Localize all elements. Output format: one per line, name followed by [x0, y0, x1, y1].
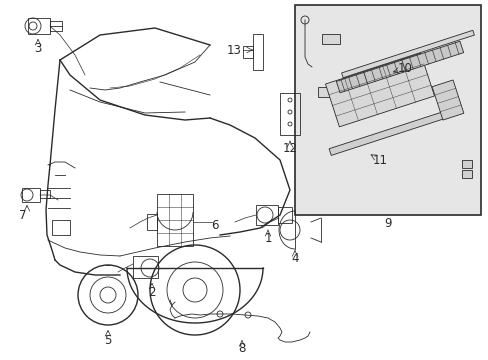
- Bar: [278, 207, 291, 223]
- Text: 7: 7: [19, 208, 27, 221]
- Text: 1: 1: [264, 231, 271, 244]
- Bar: [52, 220, 70, 235]
- Bar: [133, 256, 158, 278]
- Polygon shape: [325, 53, 434, 127]
- Text: 8: 8: [238, 342, 245, 355]
- Text: 4: 4: [291, 252, 298, 265]
- Text: 3: 3: [34, 41, 41, 54]
- Text: 6: 6: [211, 219, 218, 231]
- Text: 12: 12: [282, 141, 297, 154]
- Polygon shape: [431, 80, 463, 120]
- Bar: [28, 18, 50, 34]
- Bar: [317, 87, 335, 97]
- Polygon shape: [341, 30, 473, 78]
- Text: 13: 13: [226, 44, 242, 57]
- Bar: [280, 93, 299, 135]
- Bar: [157, 194, 193, 246]
- Text: 10: 10: [397, 62, 411, 75]
- Bar: [147, 214, 157, 230]
- Bar: [243, 46, 252, 58]
- Bar: [50, 21, 62, 31]
- Bar: [461, 170, 471, 178]
- Bar: [461, 160, 471, 168]
- Text: 5: 5: [104, 333, 111, 346]
- Bar: [294, 5, 480, 215]
- Bar: [40, 190, 50, 198]
- Bar: [252, 34, 263, 70]
- Polygon shape: [328, 109, 454, 156]
- Bar: [22, 188, 40, 202]
- Text: 2: 2: [148, 285, 156, 298]
- Polygon shape: [336, 41, 463, 93]
- Text: 11: 11: [372, 153, 386, 166]
- Bar: [256, 205, 278, 225]
- Bar: [321, 34, 339, 44]
- Text: 9: 9: [384, 216, 391, 230]
